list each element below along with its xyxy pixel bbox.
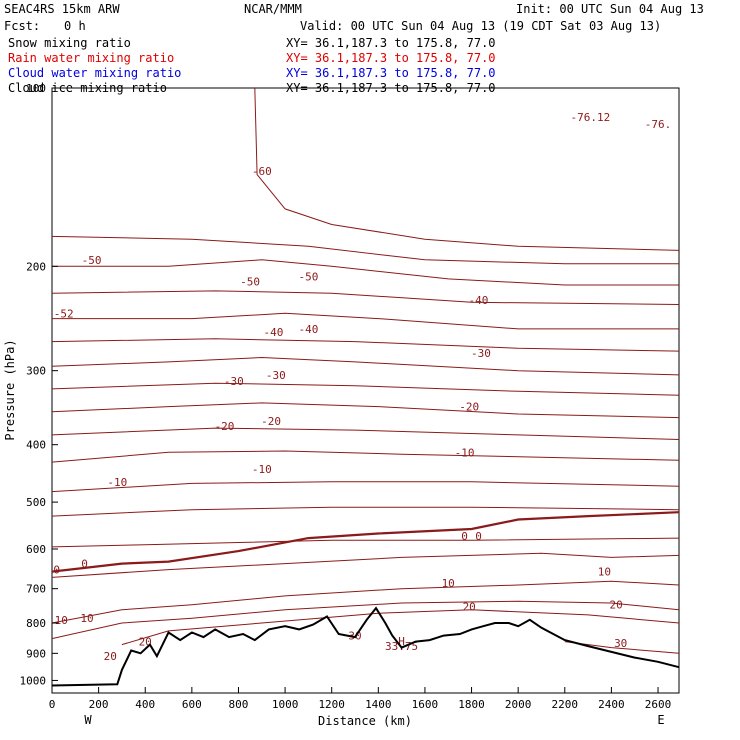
y-tick-label: 200	[26, 260, 46, 273]
contour-label: -20	[459, 401, 479, 414]
contour-label: 0	[81, 558, 88, 571]
valid-time: Valid: 00 UTC Sun 04 Aug 13 (19 CDT Sat …	[300, 19, 661, 33]
init-time: Init: 00 UTC Sun 04 Aug 13	[516, 2, 704, 16]
contour-line-minus-10	[51, 450, 680, 463]
x-tick-label: 400	[135, 698, 155, 711]
contour-line-15	[51, 600, 680, 640]
contour-line-10	[51, 580, 680, 624]
contour-label: 20	[104, 650, 117, 663]
terrain-profile	[51, 606, 680, 687]
contour-line-5	[51, 552, 680, 578]
x-tick-label: 0	[49, 698, 56, 711]
contour-label: -30	[266, 369, 286, 382]
contour-label: -60	[252, 165, 272, 178]
contour-label: -40	[469, 294, 489, 307]
y-tick-label: 500	[26, 496, 46, 509]
forecast-value: 0 h	[64, 19, 86, 33]
contour-label: -30	[224, 375, 244, 388]
contour-label: 10	[80, 612, 93, 625]
west-label: W	[84, 713, 92, 727]
x-tick-label: 1600	[412, 698, 439, 711]
y-tick-label: 900	[26, 647, 46, 660]
contour-label: -10	[107, 476, 127, 489]
contour-label: 0	[53, 564, 60, 577]
contour-label: 20	[609, 599, 622, 612]
y-axis-label: Pressure (hPa)	[3, 339, 17, 440]
contour-label: 0	[461, 530, 468, 543]
contour-label: -30	[471, 347, 491, 360]
contour-label: -50	[82, 254, 102, 267]
contour-label: -10	[455, 446, 475, 459]
contour-label: -76.	[645, 118, 672, 131]
contour-line-minus-35	[51, 338, 680, 352]
contour-label: -52	[54, 307, 74, 320]
east-label: E	[657, 713, 664, 727]
x-tick-label: 2200	[552, 698, 579, 711]
y-tick-label: 700	[26, 583, 46, 596]
contour-line-minus-60	[254, 87, 680, 251]
contour-line-minus-5	[51, 481, 680, 493]
legend-cloud-water-xy: XY= 36.1,187.3 to 175.8, 77.0	[286, 66, 496, 80]
x-tick-label: 2400	[598, 698, 625, 711]
temperature-contours	[51, 87, 680, 654]
contour-line-3	[51, 537, 680, 548]
contour-label: 20	[139, 636, 152, 649]
terrain-line	[51, 606, 680, 687]
contour-label: 0	[475, 530, 482, 543]
y-tick-label: 400	[26, 439, 46, 452]
y-tick-label: 100	[26, 82, 46, 95]
y-tick-label: 1000	[20, 674, 47, 687]
contour-line-minus-15	[51, 427, 680, 440]
contour-labels: -60 -50 -52 -50 -50 -40 -40 -40 -30 -30 -30 -20 -20 -…	[53, 111, 671, 663]
contour-line-minus-40	[52, 312, 679, 330]
x-tick-label: 600	[182, 698, 202, 711]
x-tick-label: 1200	[318, 698, 345, 711]
contour-label: -76.12	[571, 111, 611, 124]
contour-label: 30	[614, 637, 627, 650]
contour-line-minus-25	[51, 382, 680, 396]
x-tick-label: 1800	[458, 698, 485, 711]
y-tick-label: 300	[26, 365, 46, 378]
contour-line-minus-55	[51, 235, 679, 265]
contour-label: H	[398, 635, 405, 648]
contour-label: -40	[298, 323, 318, 336]
x-tick-label: 2000	[505, 698, 532, 711]
y-tick-label: 600	[26, 543, 46, 556]
legend-cloud-water: Cloud water mixing ratio	[8, 66, 181, 80]
model-title: SEAC4RS 15km ARW	[4, 2, 120, 16]
x-tick-label: 800	[229, 698, 249, 711]
organization-label: NCAR/MMM	[244, 2, 302, 16]
contour-line-minus-30	[51, 356, 680, 376]
y-tick-label: 800	[26, 617, 46, 630]
x-axis-ticks: 0 200 400 600 800 1000 1200 1400 1600 1800 2000 220…	[49, 687, 672, 711]
contour-label: 20	[463, 600, 476, 613]
x-tick-label: 1400	[365, 698, 392, 711]
contour-label: -20	[215, 420, 235, 433]
contour-label: -40	[263, 326, 283, 339]
legend-snow: Snow mixing ratio	[8, 36, 131, 50]
contour-label: -50	[298, 270, 318, 283]
forecast-label: Fcst:	[4, 19, 40, 33]
x-tick-label: 1000	[272, 698, 299, 711]
contour-line-minus-45	[51, 290, 680, 305]
contour-label: -50	[240, 275, 260, 288]
x-axis-label: Distance (km)	[318, 714, 412, 728]
contour-line-minus-50	[52, 259, 679, 286]
contour-label: -20	[261, 415, 281, 428]
contour-label: 10	[55, 614, 68, 627]
contour-line-0	[51, 511, 680, 573]
contour-label: 10	[598, 566, 611, 579]
x-tick-label: 200	[89, 698, 109, 711]
legend-snow-xy: XY= 36.1,187.3 to 175.8, 77.0	[286, 36, 496, 50]
y-axis-ticks: 100 200 300 400 500 600 700 800 900 1000	[20, 82, 58, 687]
x-tick-label: 2600	[645, 698, 672, 711]
contour-label: -10	[252, 463, 272, 476]
contour-label: 10	[442, 577, 455, 590]
plot-frame	[51, 87, 680, 694]
contour-line-minus-3	[51, 506, 680, 517]
legend-rain-xy: XY= 36.1,187.3 to 175.8, 77.0	[286, 51, 496, 65]
contour-line-minus-20	[51, 402, 680, 419]
legend-rain: Rain water mixing ratio	[8, 51, 174, 65]
